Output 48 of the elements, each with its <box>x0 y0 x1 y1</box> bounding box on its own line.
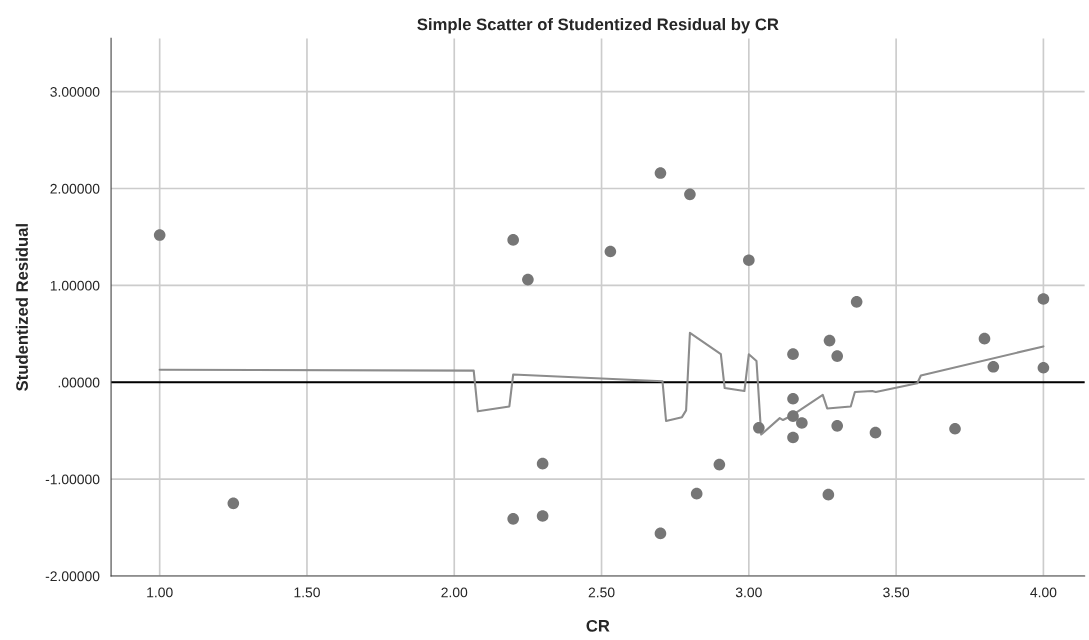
y-tick-label: 2.00000 <box>50 183 100 194</box>
y-tick-label: 3.00000 <box>50 87 100 97</box>
line-series <box>158 331 1045 436</box>
point <box>787 348 799 360</box>
point <box>227 497 240 510</box>
point <box>787 431 799 444</box>
y-tick-label: -2.00000 <box>45 571 100 582</box>
point <box>987 360 1000 373</box>
point <box>690 487 703 500</box>
chart-title: Simple Scatter of Studentized Residual by CR <box>417 17 779 34</box>
point <box>1037 361 1050 374</box>
point <box>507 513 519 525</box>
x-tick-label: 3.00 <box>735 587 762 598</box>
point <box>978 332 991 345</box>
point <box>787 392 799 405</box>
point <box>823 334 836 347</box>
x-tick-label: 4.00 <box>1030 587 1057 598</box>
point <box>753 421 765 434</box>
point <box>796 417 808 429</box>
point <box>831 420 844 432</box>
point <box>850 296 863 308</box>
point <box>949 422 961 435</box>
point <box>713 458 726 471</box>
point <box>822 488 835 501</box>
point <box>507 234 519 246</box>
x-tick-label: 1.50 <box>294 587 320 598</box>
x-tick-label: 1.00 <box>147 587 173 598</box>
y-axis-title: Studentized Residual <box>15 224 28 391</box>
x-tick-label: 3.50 <box>883 587 910 598</box>
y-tick-label: -1.00000 <box>45 474 100 485</box>
point <box>684 188 696 201</box>
point <box>522 273 534 286</box>
point <box>743 254 755 267</box>
point <box>153 229 166 241</box>
y-tick-label: .00000 <box>58 377 100 388</box>
point <box>869 426 882 439</box>
point <box>831 350 844 362</box>
point <box>536 510 549 522</box>
x-tick-label: 2.50 <box>588 587 615 598</box>
point <box>787 410 799 422</box>
x-tick-label: 2.00 <box>441 587 468 598</box>
point <box>536 457 549 470</box>
point <box>604 245 617 258</box>
point <box>654 527 667 540</box>
y-tick-label: 1.00000 <box>50 280 100 291</box>
x-axis-title: CR <box>586 619 610 632</box>
point <box>1037 293 1050 305</box>
point <box>654 167 667 179</box>
